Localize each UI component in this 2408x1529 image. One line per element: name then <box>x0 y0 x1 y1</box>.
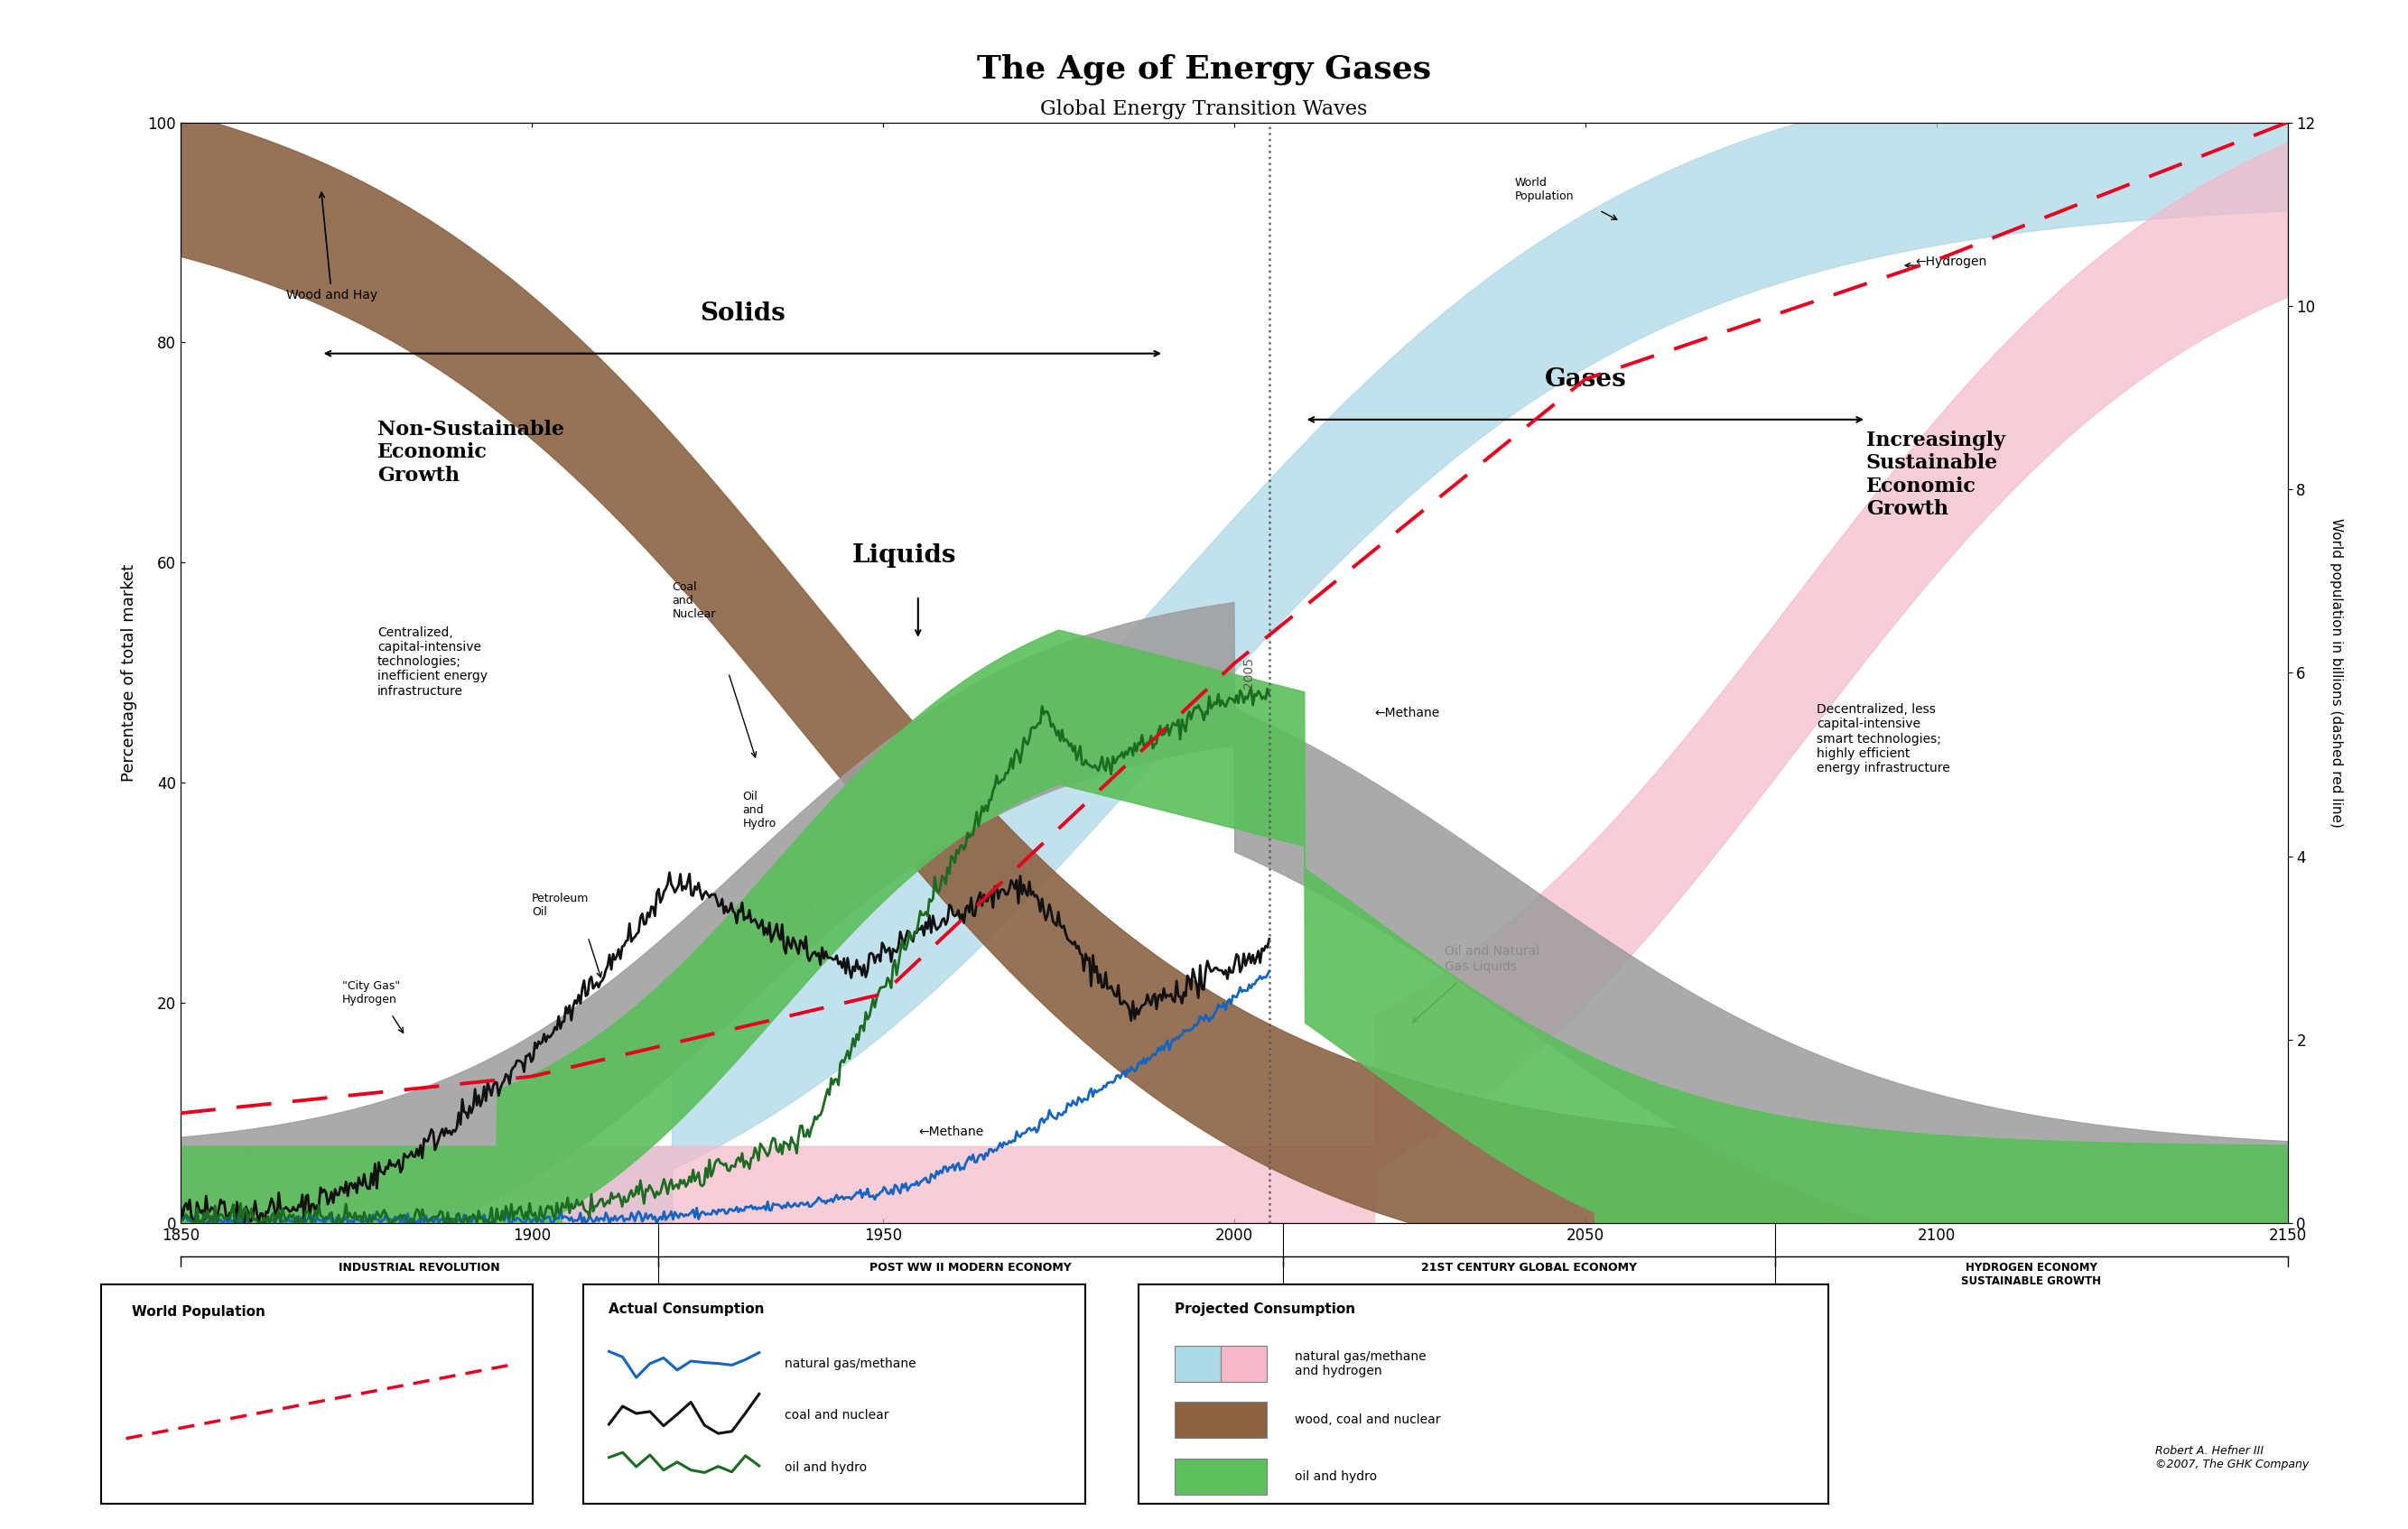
Text: Global Energy Transition Waves: Global Energy Transition Waves <box>1040 99 1368 119</box>
Text: Whale Oil: Whale Oil <box>224 1148 277 1161</box>
Text: Gases: Gases <box>1544 367 1625 391</box>
Text: Petroleum
Oil: Petroleum Oil <box>532 893 590 917</box>
Text: oil and hydro: oil and hydro <box>785 1462 867 1474</box>
Text: Robert A. Hefner III
©2007, The GHK Company: Robert A. Hefner III ©2007, The GHK Comp… <box>2155 1445 2309 1471</box>
Text: Liquids: Liquids <box>852 544 956 569</box>
Text: HYDROGEN ECONOMY
SUSTAINABLE GROWTH: HYDROGEN ECONOMY SUSTAINABLE GROWTH <box>1960 1261 2102 1287</box>
Text: POST WW II MODERN ECONOMY: POST WW II MODERN ECONOMY <box>869 1261 1072 1274</box>
Text: wood, coal and nuclear: wood, coal and nuclear <box>1296 1414 1440 1427</box>
FancyBboxPatch shape <box>1139 1284 1828 1505</box>
Text: 2005: 2005 <box>1243 657 1255 688</box>
Bar <box>1221 1346 1267 1382</box>
Text: Oil and Natural
Gas Liquids: Oil and Natural Gas Liquids <box>1445 945 1539 972</box>
Bar <box>1175 1459 1267 1495</box>
Text: 21ST CENTURY GLOBAL ECONOMY: 21ST CENTURY GLOBAL ECONOMY <box>1421 1261 1637 1274</box>
Text: Projected Consumption: Projected Consumption <box>1175 1303 1356 1316</box>
Text: World
Population: World Population <box>1515 177 1575 202</box>
Text: ←Hydrogen: ←Hydrogen <box>1914 255 1987 268</box>
Text: Decentralized, less
capital-intensive
smart technologies;
highly efficient
energ: Decentralized, less capital-intensive sm… <box>1818 703 1950 774</box>
Text: ←Methane: ←Methane <box>917 1125 982 1138</box>
Text: Increasingly
Sustainable
Economic
Growth: Increasingly Sustainable Economic Growth <box>1866 430 2006 518</box>
Text: The Age of Energy Gases: The Age of Energy Gases <box>978 54 1430 84</box>
FancyBboxPatch shape <box>101 1284 532 1505</box>
Text: Coal
and
Nuclear: Coal and Nuclear <box>672 581 715 621</box>
Text: ←Methane: ←Methane <box>1375 706 1440 720</box>
Text: Non-Sustainable
Economic
Growth: Non-Sustainable Economic Growth <box>378 420 563 485</box>
Text: Wood and Hay: Wood and Hay <box>287 193 378 301</box>
Text: natural gas/methane
and hydrogen: natural gas/methane and hydrogen <box>1296 1350 1426 1378</box>
Y-axis label: World population in billions (dashed red line): World population in billions (dashed red… <box>2329 518 2343 827</box>
Text: natural gas/methane: natural gas/methane <box>785 1358 917 1370</box>
Text: oil and hydro: oil and hydro <box>1296 1471 1377 1483</box>
Text: INDUSTRIAL REVOLUTION: INDUSTRIAL REVOLUTION <box>340 1261 501 1274</box>
Bar <box>1175 1346 1267 1382</box>
Text: Actual Consumption: Actual Consumption <box>609 1303 766 1316</box>
Text: Oil
and
Hydro: Oil and Hydro <box>742 790 775 830</box>
FancyBboxPatch shape <box>583 1284 1086 1505</box>
Text: coal and nuclear: coal and nuclear <box>785 1410 889 1422</box>
Text: Centralized,
capital-intensive
technologies;
inefficient energy
infrastructure: Centralized, capital-intensive technolog… <box>378 627 486 697</box>
Text: Solids: Solids <box>701 301 785 326</box>
Y-axis label: Percentage of total market: Percentage of total market <box>120 564 137 781</box>
Text: "City Gas"
Hydrogen: "City Gas" Hydrogen <box>342 980 400 1006</box>
Text: World Population: World Population <box>132 1306 265 1318</box>
Bar <box>1175 1402 1267 1439</box>
